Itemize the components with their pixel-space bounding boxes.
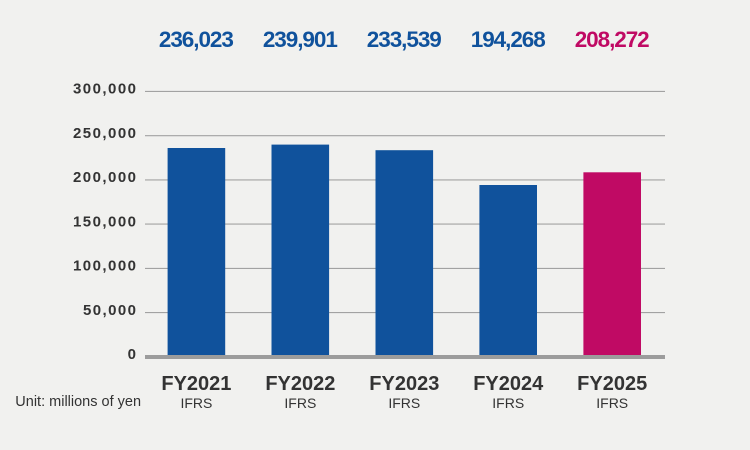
svg-text:IFRS: IFRS <box>492 395 524 411</box>
svg-text:300,000: 300,000 <box>73 81 136 98</box>
svg-text:208,272: 208,272 <box>575 27 650 52</box>
svg-text:IFRS: IFRS <box>388 395 420 411</box>
svg-text:100,000: 100,000 <box>73 258 136 275</box>
svg-text:194,268: 194,268 <box>471 27 546 52</box>
svg-text:IFRS: IFRS <box>284 395 316 411</box>
svg-text:250,000: 250,000 <box>73 125 136 142</box>
svg-text:FY2025: FY2025 <box>577 373 647 395</box>
svg-text:200,000: 200,000 <box>73 169 136 186</box>
svg-text:FY2021: FY2021 <box>161 373 231 395</box>
svg-text:FY2022: FY2022 <box>265 373 335 395</box>
svg-text:FY2023: FY2023 <box>369 373 439 395</box>
svg-text:Unit: millions of yen: Unit: millions of yen <box>15 394 141 410</box>
svg-text:150,000: 150,000 <box>73 213 136 230</box>
svg-text:IFRS: IFRS <box>596 395 628 411</box>
svg-text:50,000: 50,000 <box>83 302 136 319</box>
svg-text:0: 0 <box>128 346 136 363</box>
svg-text:IFRS: IFRS <box>180 395 212 411</box>
svg-text:239,901: 239,901 <box>263 27 338 52</box>
svg-text:FY2024: FY2024 <box>473 373 544 395</box>
svg-text:233,539: 233,539 <box>367 27 442 52</box>
svg-text:236,023: 236,023 <box>159 27 234 52</box>
